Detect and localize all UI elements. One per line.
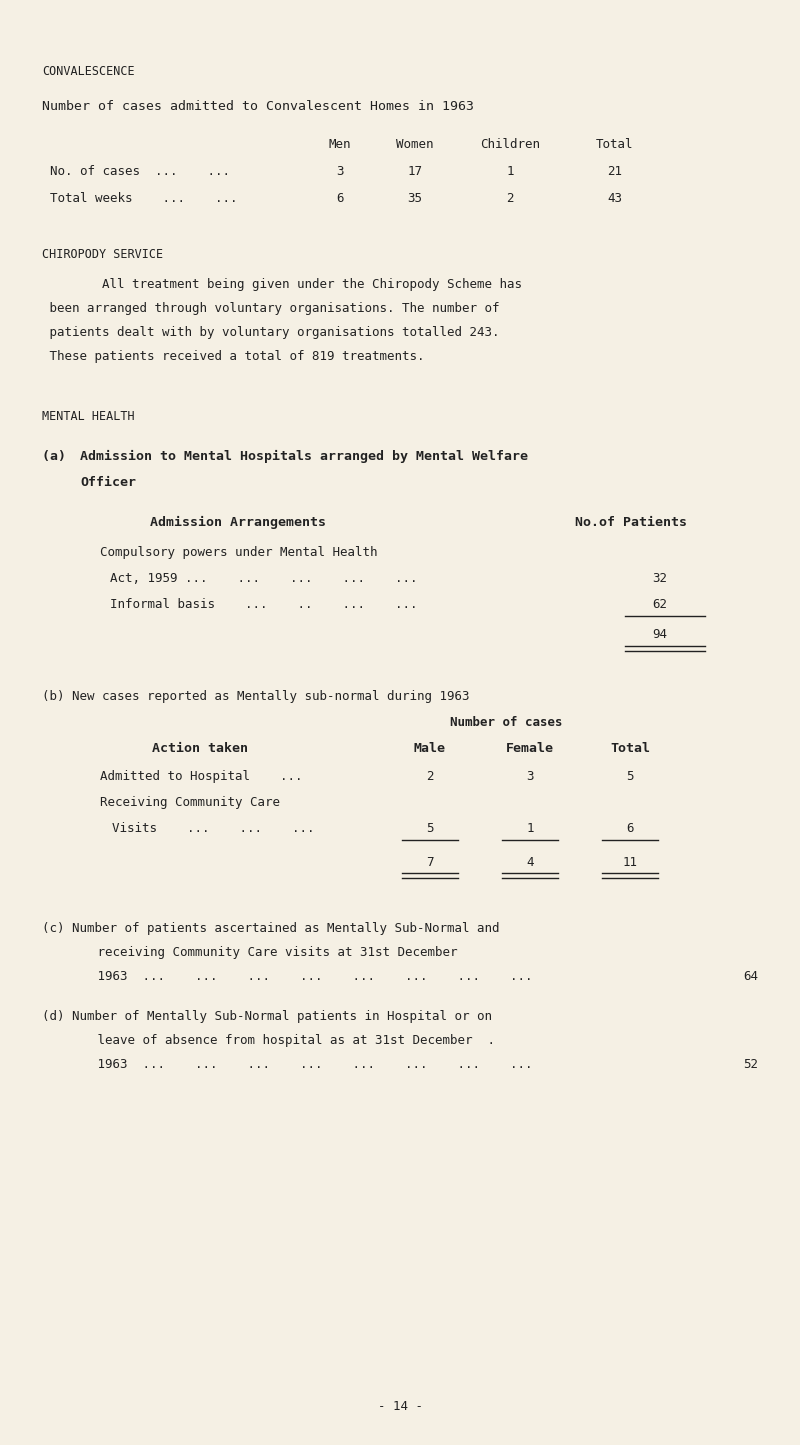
Text: 1963  ...    ...    ...    ...    ...    ...    ...    ...: 1963 ... ... ... ... ... ... ... ... bbox=[60, 970, 533, 983]
Text: 6: 6 bbox=[626, 822, 634, 835]
Text: 35: 35 bbox=[407, 192, 422, 205]
Text: 2: 2 bbox=[426, 770, 434, 783]
Text: All treatment being given under the Chiropody Scheme has: All treatment being given under the Chir… bbox=[42, 277, 522, 290]
Text: Female: Female bbox=[506, 741, 554, 754]
Text: 32: 32 bbox=[653, 572, 667, 585]
Text: Total: Total bbox=[596, 139, 634, 150]
Text: 2: 2 bbox=[506, 192, 514, 205]
Text: Compulsory powers under Mental Health: Compulsory powers under Mental Health bbox=[100, 546, 378, 559]
Text: 17: 17 bbox=[407, 165, 422, 178]
Text: 64: 64 bbox=[743, 970, 758, 983]
Text: Action taken: Action taken bbox=[152, 741, 248, 754]
Text: Total weeks    ...    ...: Total weeks ... ... bbox=[50, 192, 260, 205]
Text: (b) New cases reported as Mentally sub-normal during 1963: (b) New cases reported as Mentally sub-n… bbox=[42, 691, 470, 704]
Text: 5: 5 bbox=[626, 770, 634, 783]
Text: Admission to Mental Hospitals arranged by Mental Welfare: Admission to Mental Hospitals arranged b… bbox=[80, 449, 528, 462]
Text: CONVALESCENCE: CONVALESCENCE bbox=[42, 65, 134, 78]
Text: Women: Women bbox=[396, 139, 434, 150]
Text: - 14 -: - 14 - bbox=[378, 1400, 422, 1413]
Text: Children: Children bbox=[480, 139, 540, 150]
Text: 1: 1 bbox=[526, 822, 534, 835]
Text: 62: 62 bbox=[653, 598, 667, 611]
Text: been arranged through voluntary organisations. The number of: been arranged through voluntary organisa… bbox=[42, 302, 499, 315]
Text: 5: 5 bbox=[426, 822, 434, 835]
Text: Admitted to Hospital    ...: Admitted to Hospital ... bbox=[100, 770, 333, 783]
Text: Receiving Community Care: Receiving Community Care bbox=[100, 796, 280, 809]
Text: No. of cases  ...    ...: No. of cases ... ... bbox=[50, 165, 253, 178]
Text: 7: 7 bbox=[426, 855, 434, 868]
Text: (c) Number of patients ascertained as Mentally Sub-Normal and: (c) Number of patients ascertained as Me… bbox=[42, 922, 499, 935]
Text: 6: 6 bbox=[336, 192, 344, 205]
Text: Male: Male bbox=[414, 741, 446, 754]
Text: MENTAL HEALTH: MENTAL HEALTH bbox=[42, 410, 134, 423]
Text: 43: 43 bbox=[607, 192, 622, 205]
Text: Number of cases admitted to Convalescent Homes in 1963: Number of cases admitted to Convalescent… bbox=[42, 100, 474, 113]
Text: receiving Community Care visits at 31st December: receiving Community Care visits at 31st … bbox=[60, 946, 458, 959]
Text: Men: Men bbox=[329, 139, 351, 150]
Text: Officer: Officer bbox=[80, 475, 136, 488]
Text: Total: Total bbox=[610, 741, 650, 754]
Text: leave of absence from hospital as at 31st December  .: leave of absence from hospital as at 31s… bbox=[60, 1035, 495, 1048]
Text: CHIROPODY SERVICE: CHIROPODY SERVICE bbox=[42, 249, 163, 262]
Text: patients dealt with by voluntary organisations totalled 243.: patients dealt with by voluntary organis… bbox=[42, 327, 499, 340]
Text: 1963  ...    ...    ...    ...    ...    ...    ...    ...: 1963 ... ... ... ... ... ... ... ... bbox=[60, 1058, 533, 1071]
Text: Informal basis    ...    ..    ...    ...: Informal basis ... .. ... ... bbox=[110, 598, 418, 611]
Text: 3: 3 bbox=[526, 770, 534, 783]
Text: 94: 94 bbox=[653, 629, 667, 642]
Text: These patients received a total of 819 treatments.: These patients received a total of 819 t… bbox=[42, 350, 425, 363]
Text: No.of Patients: No.of Patients bbox=[575, 516, 687, 529]
Text: Act, 1959 ...    ...    ...    ...    ...: Act, 1959 ... ... ... ... ... bbox=[110, 572, 418, 585]
Text: 52: 52 bbox=[743, 1058, 758, 1071]
Text: 21: 21 bbox=[607, 165, 622, 178]
Text: Admission Arrangements: Admission Arrangements bbox=[150, 516, 326, 529]
Text: Visits    ...    ...    ...: Visits ... ... ... bbox=[112, 822, 337, 835]
Text: Number of cases: Number of cases bbox=[450, 717, 562, 728]
Text: 11: 11 bbox=[622, 855, 638, 868]
Text: (a): (a) bbox=[42, 449, 74, 462]
Text: (d) Number of Mentally Sub-Normal patients in Hospital or on: (d) Number of Mentally Sub-Normal patien… bbox=[42, 1010, 492, 1023]
Text: 1: 1 bbox=[506, 165, 514, 178]
Text: 4: 4 bbox=[526, 855, 534, 868]
Text: 3: 3 bbox=[336, 165, 344, 178]
